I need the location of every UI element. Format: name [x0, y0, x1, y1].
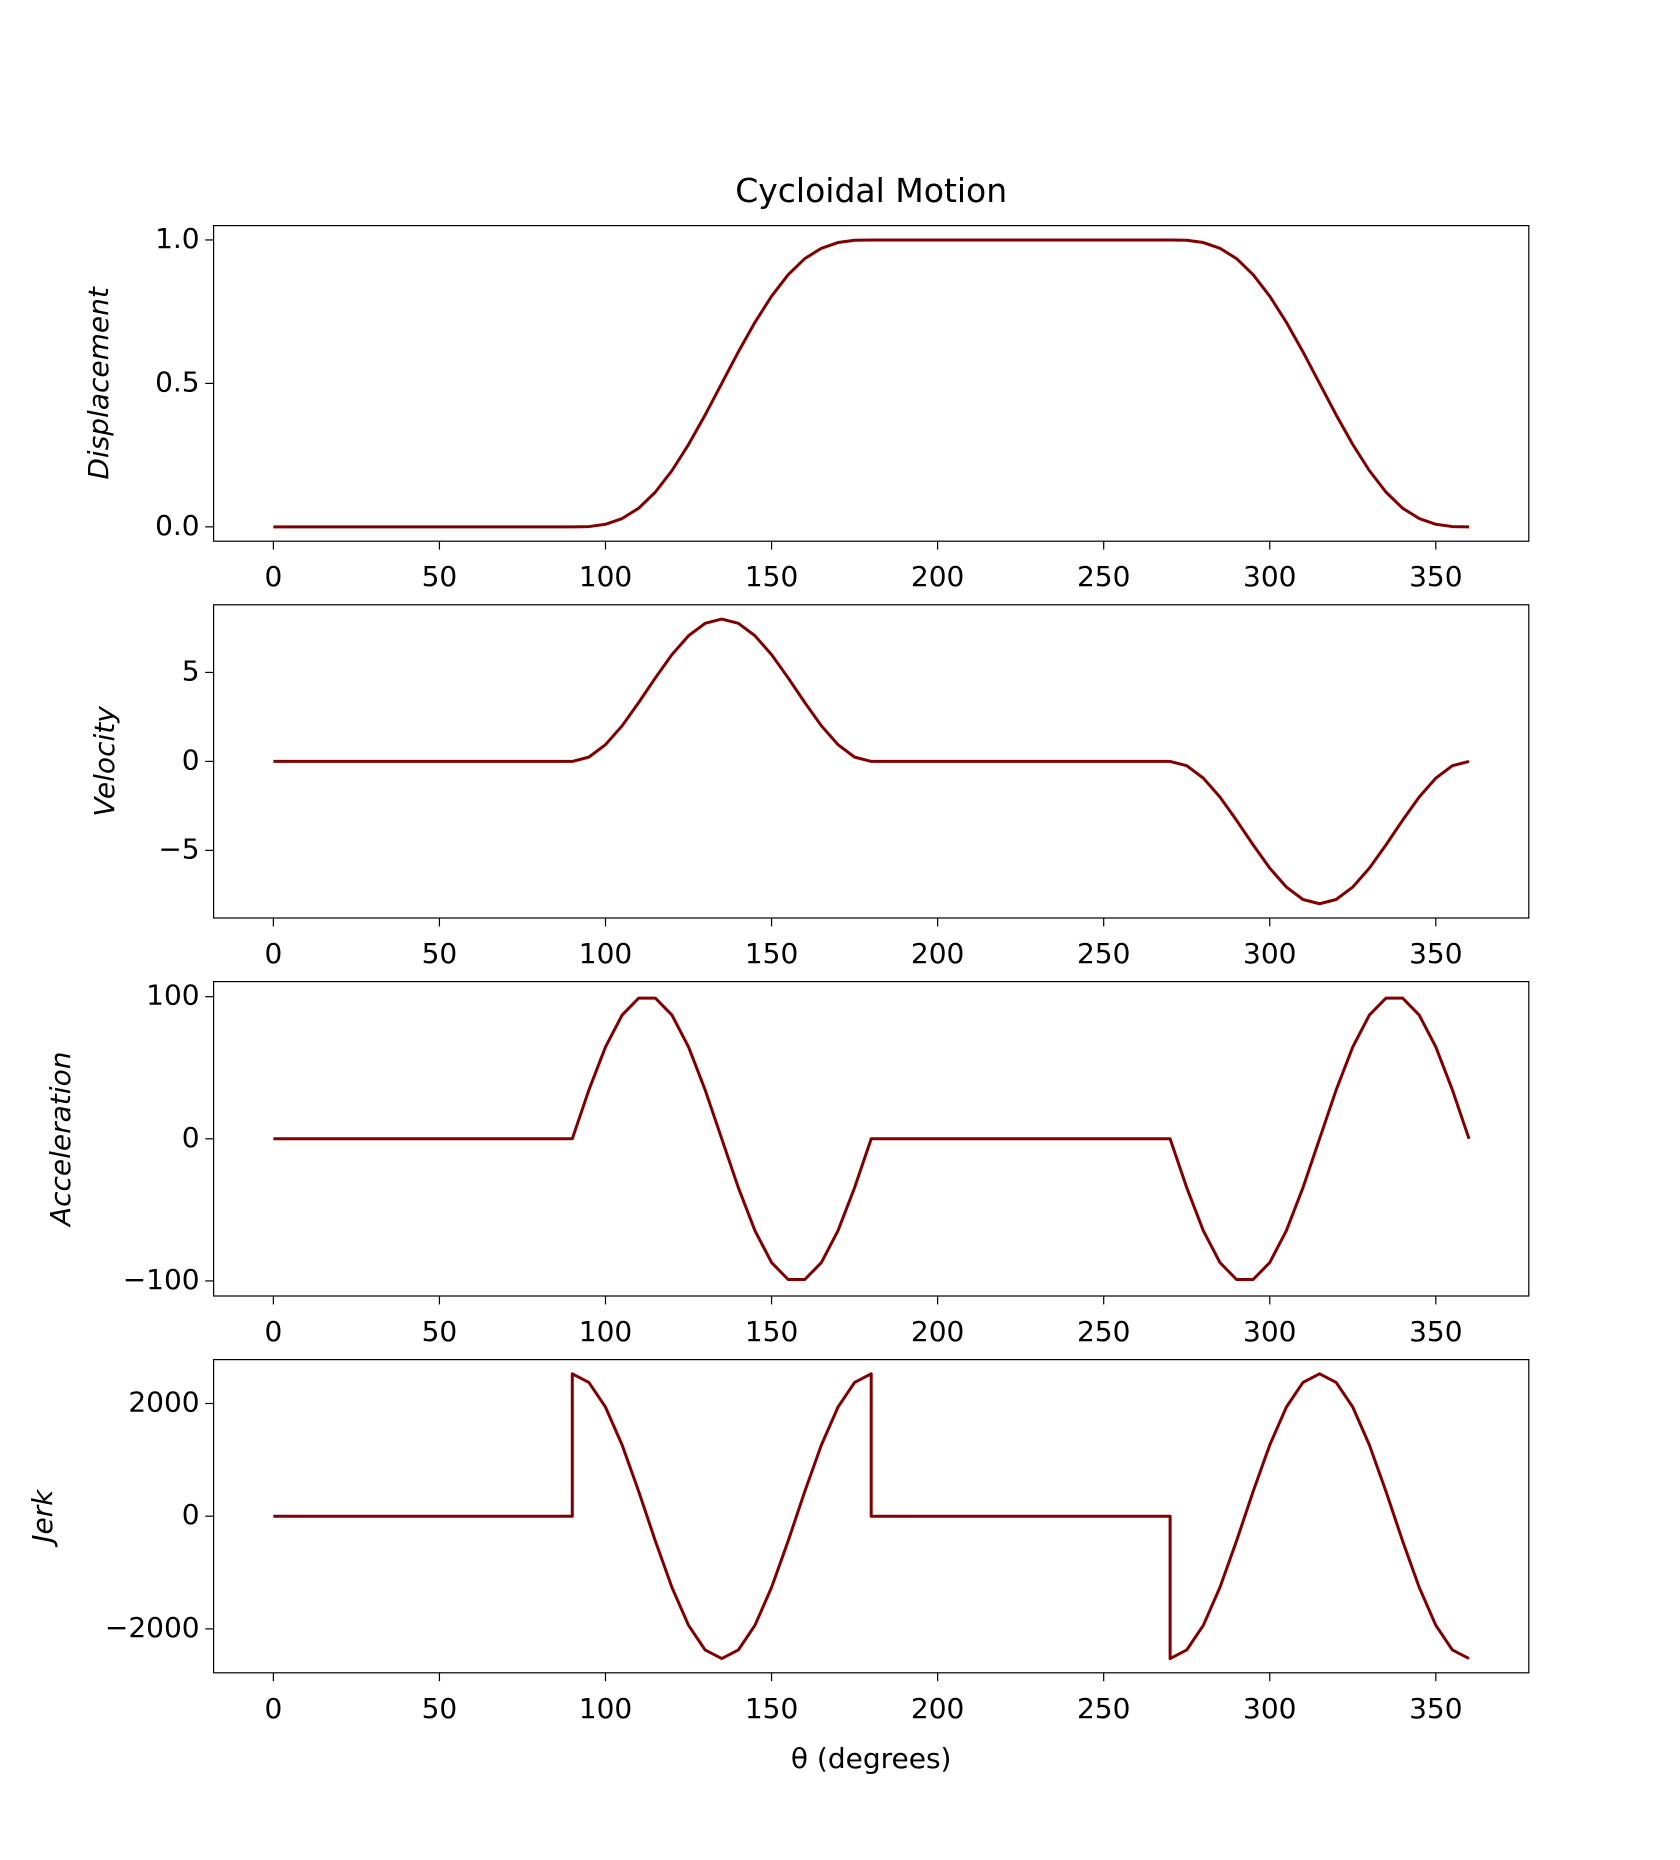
y-tick-label: 5 [182, 654, 200, 687]
y-axis-label: Acceleration [44, 1052, 77, 1228]
x-tick-label: 100 [579, 1315, 632, 1348]
x-tick-label: 0 [264, 937, 282, 970]
x-tick-label: 150 [745, 560, 798, 593]
x-tick-label: 0 [264, 1692, 282, 1725]
x-tick-label: 50 [422, 1692, 458, 1725]
chart-title: Cycloidal Motion [735, 171, 1007, 210]
x-tick-label: 300 [1243, 1315, 1296, 1348]
x-tick-label: 350 [1409, 937, 1462, 970]
axes-frame [213, 604, 1530, 919]
y-axis-label: Displacement [82, 286, 115, 480]
x-tick-label: 350 [1409, 560, 1462, 593]
y-tick-label: 0.0 [155, 509, 200, 542]
axes-frame [213, 980, 1530, 1297]
y-tick-label: 100 [146, 979, 199, 1012]
axes-frame [213, 225, 1530, 542]
x-tick-label: 350 [1409, 1315, 1462, 1348]
y-tick-label: 0.5 [155, 365, 200, 398]
data-line [273, 238, 1470, 529]
x-tick-label: 250 [1077, 937, 1130, 970]
y-tick-label: −100 [123, 1263, 200, 1296]
y-axis-label: Jerk [26, 1488, 59, 1548]
x-tick-label: 100 [579, 937, 632, 970]
x-tick-label: 200 [911, 937, 964, 970]
x-tick-label: 100 [579, 1692, 632, 1725]
y-axis-label: Velocity [88, 706, 121, 817]
x-tick-label: 100 [579, 560, 632, 593]
x-tick-label: 50 [422, 1315, 458, 1348]
y-tick-label: 1.0 [155, 222, 200, 255]
x-tick-label: 50 [422, 937, 458, 970]
x-tick-label: 200 [911, 1692, 964, 1725]
x-tick-label: 150 [745, 1315, 798, 1348]
y-tick-label: −5 [158, 832, 199, 865]
x-tick-label: 50 [422, 560, 458, 593]
data-line [273, 1372, 1470, 1661]
y-tick-label: 0 [182, 743, 200, 776]
axes-frame [213, 1358, 1530, 1674]
x-axis-label: θ (degrees) [791, 1742, 952, 1775]
x-tick-label: 300 [1243, 560, 1296, 593]
y-tick-label: 0 [182, 1121, 200, 1154]
data-line [273, 996, 1471, 1282]
x-tick-label: 250 [1077, 560, 1130, 593]
y-tick-label: 0 [182, 1498, 200, 1531]
x-tick-label: 350 [1409, 1692, 1462, 1725]
x-tick-label: 300 [1243, 1692, 1296, 1725]
x-tick-label: 250 [1077, 1315, 1130, 1348]
x-tick-label: 200 [911, 1315, 964, 1348]
data-line [273, 617, 1470, 906]
x-tick-label: 250 [1077, 1692, 1130, 1725]
x-tick-label: 0 [264, 1315, 282, 1348]
x-tick-label: 200 [911, 560, 964, 593]
x-tick-label: 300 [1243, 937, 1296, 970]
x-tick-label: 150 [745, 937, 798, 970]
y-tick-label: 2000 [128, 1385, 199, 1418]
y-tick-label: −2000 [105, 1611, 200, 1644]
x-tick-label: 150 [745, 1692, 798, 1725]
x-tick-label: 0 [264, 560, 282, 593]
